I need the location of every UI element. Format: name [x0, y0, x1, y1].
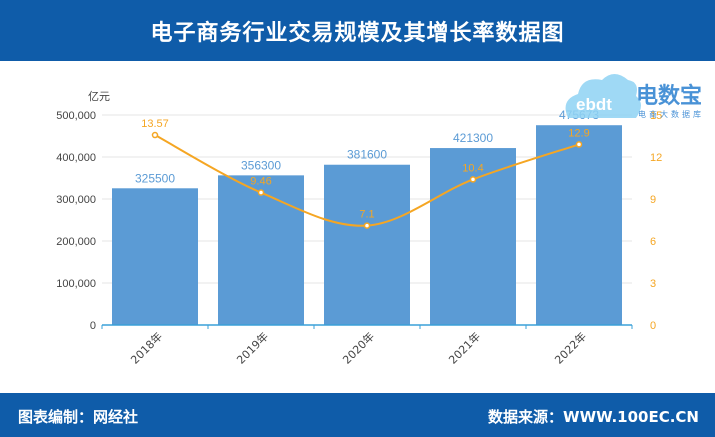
y2-tick-label: 12 — [650, 152, 662, 164]
chart-footer: 图表编制：网经社 数据来源：WWW.100EC.CN — [0, 393, 715, 437]
growth-rate-label: 9.46 — [250, 176, 271, 188]
footer-data-source: 数据来源：WWW.100EC.CN — [488, 408, 699, 426]
x-tick-label: 2021年 — [446, 329, 483, 366]
growth-rate-point — [363, 222, 371, 229]
bar-value-label: 325500 — [135, 171, 175, 185]
chart-header: 电子商务行业交易规模及其增长率数据图 — [0, 0, 715, 61]
y2-tick-label: 6 — [650, 236, 656, 248]
footer-source-editor: 图表编制：网经社 — [18, 408, 139, 426]
y2-tick-label: 3 — [650, 278, 656, 290]
y-axis-label: 亿元 — [88, 90, 110, 103]
x-tick-label: 2019年 — [234, 329, 271, 366]
growth-rate-label: 7.1 — [359, 209, 374, 221]
y-tick-label: 500,000 — [56, 110, 96, 122]
y2-tick-label: 9 — [650, 194, 656, 206]
bar — [430, 148, 516, 325]
growth-rate-point — [469, 176, 477, 183]
logo-mark: ebdt — [576, 95, 612, 114]
y2-tick-label: 0 — [650, 320, 656, 332]
bar-value-label: 421300 — [453, 131, 493, 145]
logo-name: 电数宝 — [636, 83, 702, 109]
y2-tick-label: 15 — [650, 110, 662, 122]
bar — [536, 125, 622, 325]
x-tick-label: 2020年 — [340, 329, 377, 366]
bar-value-label: 356300 — [241, 158, 281, 172]
y-tick-label: 0 — [90, 320, 96, 332]
y-tick-label: 400,000 — [56, 152, 96, 164]
bar — [324, 164, 410, 325]
chart-title: 电子商务行业交易规模及其增长率数据图 — [150, 20, 565, 46]
bar — [112, 188, 198, 325]
x-tick-label: 2022年 — [552, 329, 589, 366]
growth-rate-point — [257, 189, 265, 196]
y-tick-label: 300,000 — [56, 194, 96, 206]
growth-rate-label: 13.57 — [141, 118, 169, 130]
growth-rate-label: 12.9 — [568, 127, 589, 139]
growth-rate-label: 10.4 — [462, 162, 483, 174]
bar — [218, 175, 304, 325]
y-tick-label: 200,000 — [56, 236, 96, 248]
bar-value-label: 381600 — [347, 148, 387, 162]
cloud-icon — [565, 74, 641, 118]
logo-sub: 电商大数据库 — [638, 109, 704, 119]
growth-rate-point — [151, 131, 159, 139]
y-tick-label: 100,000 — [56, 278, 96, 290]
growth-rate-point — [575, 141, 583, 148]
x-tick-label: 2018年 — [128, 329, 165, 366]
